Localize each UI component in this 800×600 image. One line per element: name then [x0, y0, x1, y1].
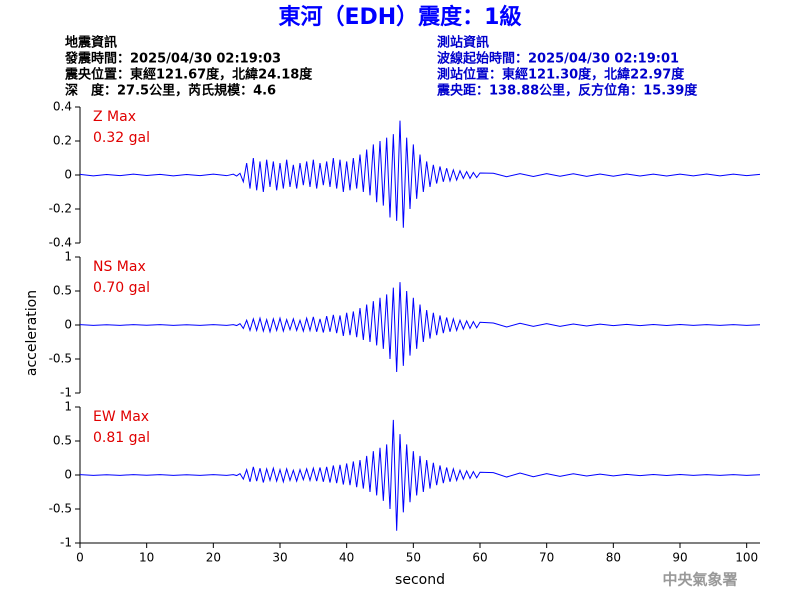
x-tick-label: 70 [539, 551, 554, 565]
y-tick-label: 0 [64, 468, 72, 482]
x-tick-label: 40 [339, 551, 354, 565]
x-tick-label: 100 [735, 551, 758, 565]
y-tick-label: 0.4 [53, 100, 72, 114]
footer: 中央氣象署 [662, 571, 737, 589]
annotation: 0.81 gal [93, 430, 150, 446]
info-line: 發震時間：2025/04/30 02:19:03 [64, 51, 281, 67]
y-tick-label: -1 [60, 536, 72, 550]
y-tick-label: 0.5 [53, 284, 72, 298]
x-tick-label: 50 [406, 551, 421, 565]
info-line: 震央位置：東經121.67度，北緯24.18度 [64, 67, 313, 83]
x-tick-label: 90 [672, 551, 687, 565]
x-tick-label: 60 [472, 551, 487, 565]
waveform [79, 419, 761, 531]
y-axis-label: acceleration [24, 290, 40, 376]
annotation: Z Max [93, 109, 136, 125]
y-tick-label: -0.2 [49, 202, 72, 216]
x-tick-label: 20 [206, 551, 221, 565]
y-tick-label: -0.5 [49, 502, 72, 516]
info-line: 測站資訊 [437, 35, 489, 51]
info-line: 深 度：27.5公里，芮氏規模：4.6 [65, 83, 276, 99]
y-tick-label: 1 [64, 250, 72, 264]
y-tick-label: -0.4 [49, 236, 72, 250]
annotation: 0.70 gal [93, 280, 150, 296]
x-tick-label: 10 [139, 551, 154, 565]
info-line: 地震資訊 [65, 35, 117, 51]
title: 東河（EDH）震度：1級 [278, 4, 521, 30]
info-line: 測站位置：東經121.30度，北緯22.97度 [437, 67, 685, 83]
x-axis-label: second [395, 572, 445, 588]
info-line: 波線起始時間：2025/04/30 02:19:01 [437, 51, 679, 67]
y-tick-label: 0.5 [53, 434, 72, 448]
y-tick-label: 0 [64, 168, 72, 182]
annotation: 0.32 gal [93, 130, 150, 146]
y-tick-label: 0.2 [53, 134, 72, 148]
waveform [79, 120, 761, 228]
y-tick-label: -0.5 [49, 352, 72, 366]
y-tick-label: 0 [64, 318, 72, 332]
x-tick-label: 80 [606, 551, 621, 565]
y-tick-label: 1 [64, 400, 72, 414]
y-tick-label: -1 [60, 386, 72, 400]
waveform [79, 282, 761, 372]
annotation: NS Max [93, 259, 146, 275]
annotation: EW Max [93, 409, 149, 425]
info-line: 震央距：138.88公里，反方位角：15.39度 [436, 83, 698, 99]
x-tick-label: 0 [76, 551, 84, 565]
x-tick-label: 30 [272, 551, 287, 565]
